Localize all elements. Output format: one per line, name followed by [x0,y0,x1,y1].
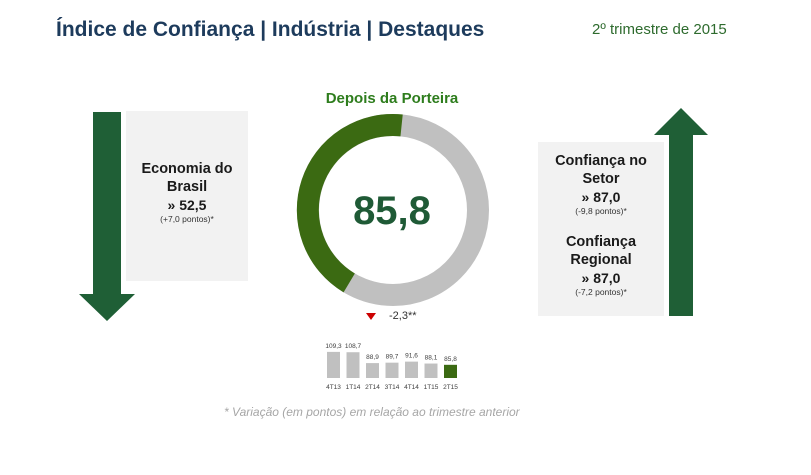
bar-value-label: 89,7 [386,354,399,361]
bar-4T14 [405,361,418,378]
economy-title-line1: Economia do [141,161,233,177]
economy-title-line2: Brasil [166,179,208,195]
bar-2T15 [444,364,457,378]
sector-title-line1: Confiança no [555,153,647,169]
history-bar-chart: 109,3 4T13 108,7 1T14 88,9 2T14 89,7 3T14 91,6 4T… [325,343,458,391]
economy-box: Economia do Brasil » 52,5 (+7,0 pontos)* [126,111,248,281]
bar-value-label: 88,1 [425,355,438,362]
regional-title-line1: Confiança [565,234,637,250]
down-arrow-icon [79,112,135,321]
gauge-title: Depois da Porteira [325,90,459,107]
bar-3T14 [385,362,399,378]
bar-2T14 [366,363,379,378]
bar-value-label: 85,8 [444,356,457,363]
economy-note: (+7,0 pontos)* [160,214,214,224]
bar-value-label: 91,6 [405,353,418,360]
bar-category-label: 3T14 [385,384,400,391]
bar-4T13 [327,351,340,378]
bar-1T15 [424,363,438,378]
bar-category-label: 4T13 [326,384,341,391]
regional-value: » 87,0 [581,270,621,286]
economy-value: » 52,5 [167,197,207,213]
gauge-fill-arc [296,113,403,293]
bar-value-label: 108,7 [345,343,362,350]
bar-category-label: 4T14 [404,384,419,391]
sector-value: » 87,0 [581,189,621,205]
quarter-label: 2º trimestre de 2015 [592,21,727,38]
regional-note: (-7,2 pontos)* [575,287,627,297]
regional-title-line2: Regional [570,252,632,268]
sector-note: (-9,8 pontos)* [575,206,627,216]
bar-category-label: 2T15 [443,384,458,391]
bar-1T14 [346,352,360,378]
gauge-value: 85,8 [353,189,431,233]
gauge-delta: -2,3** [389,310,417,322]
bar-value-label: 109,3 [325,343,342,350]
sector-title-line2: Setor [582,171,620,187]
footnote: * Variação (em pontos) em relação ao tri… [224,405,520,419]
bar-category-label: 1T15 [424,384,439,391]
down-triangle-marker [366,313,376,320]
page-title: Índice de Confiança | Indústria | Destaq… [56,18,485,41]
up-arrow-icon [654,108,708,316]
bar-category-label: 2T14 [365,384,380,391]
bar-category-label: 1T14 [346,384,361,391]
confidence-box: Confiança no Setor » 87,0 (-9,8 pontos)*… [538,142,664,316]
bar-value-label: 88,9 [366,354,379,361]
